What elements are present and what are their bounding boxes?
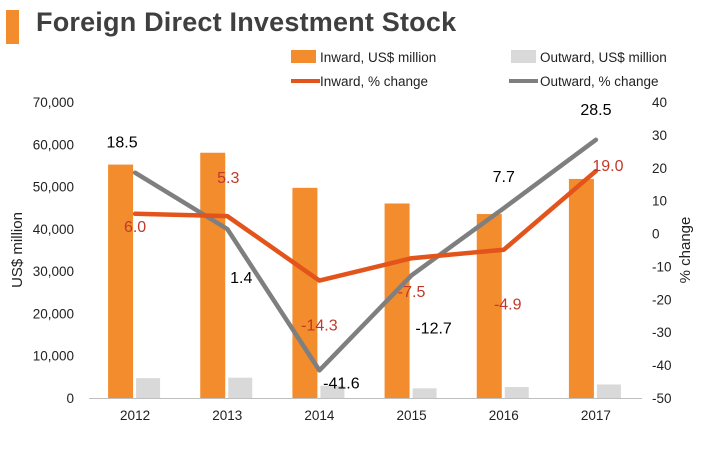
legend-label-outward-bar: Outward, US$ million (540, 50, 667, 65)
data-label-outward-change: 7.7 (493, 169, 515, 186)
data-label-outward-change: 28.5 (580, 102, 611, 119)
y-tick-label: 20,000 (33, 306, 74, 321)
y-tick-label: 40,000 (33, 222, 74, 237)
y2-tick-label: 40 (652, 95, 667, 110)
bar-outward (596, 384, 621, 398)
legend-label-inward-bar: Inward, US$ million (320, 50, 436, 65)
y2-tick-label: 30 (652, 128, 667, 143)
x-tick-label: 2016 (489, 408, 519, 423)
data-label-inward-change: 5.3 (217, 170, 239, 187)
x-tick-label: 2015 (397, 408, 427, 423)
bar-inward (568, 178, 594, 398)
y-tick-label: 60,000 (33, 137, 74, 152)
y2-tick-label: 0 (652, 227, 660, 242)
y2-tick-label: 10 (652, 194, 667, 209)
bar-inward (200, 152, 226, 398)
legend-swatch-outward-bar (511, 50, 536, 63)
data-label-inward-change: -7.5 (398, 284, 426, 301)
data-label-outward-change: -12.7 (415, 320, 452, 337)
data-label-inward-change: 19.0 (592, 158, 623, 175)
bar-outward (136, 378, 161, 398)
data-label-outward-change: -41.6 (323, 375, 360, 392)
title-accent-bar (6, 10, 19, 44)
data-label-outward-change: 18.5 (107, 135, 138, 152)
y-tick-label: 50,000 (33, 180, 74, 195)
y2-tick-label: -40 (652, 358, 672, 373)
y2-tick-label: -10 (652, 259, 672, 274)
y-axis-title: US$ million (9, 212, 26, 288)
page-title: Foreign Direct Investment Stock (36, 7, 457, 37)
bar-inward (476, 214, 502, 398)
legend-label-outward-line: Outward, % change (540, 74, 659, 89)
x-tick-label: 2017 (581, 408, 611, 423)
y2-tick-label: -30 (652, 325, 672, 340)
y2-tick-label: 20 (652, 161, 667, 176)
bar-outward (504, 387, 529, 398)
bar-inward (108, 164, 134, 398)
legend-label-inward-line: Inward, % change (320, 74, 428, 89)
legend-swatch-inward-bar (291, 50, 316, 63)
y-tick-label: 30,000 (33, 264, 74, 279)
y-tick-label: 70,000 (33, 95, 74, 110)
y-tick-label: 10,000 (33, 349, 74, 364)
bar-outward (228, 377, 253, 398)
x-tick-label: 2012 (120, 408, 150, 423)
y2-axis-title: % change (677, 217, 694, 284)
bar-outward (412, 388, 437, 398)
x-tick-label: 2014 (304, 408, 335, 423)
y-tick-label: 0 (66, 391, 74, 406)
data-label-inward-change: -4.9 (494, 297, 522, 314)
data-label-outward-change: 1.4 (230, 270, 252, 287)
line-inward-change (132, 168, 599, 283)
bar-inward (292, 187, 318, 398)
bar-outward (320, 385, 345, 398)
x-tick-label: 2013 (212, 408, 242, 423)
y2-tick-label: -50 (652, 391, 672, 406)
line-outward-change (132, 137, 599, 373)
y2-tick-label: -20 (652, 292, 672, 307)
data-label-inward-change: 6.0 (124, 219, 146, 236)
data-label-inward-change: -14.3 (301, 318, 338, 335)
